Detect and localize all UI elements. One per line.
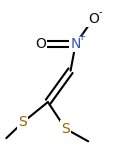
Text: +: + [78,32,87,42]
Text: S: S [61,122,70,136]
Text: S: S [18,115,27,130]
Text: O: O [35,37,46,51]
Text: O: O [88,12,99,26]
Text: -: - [98,7,102,17]
Text: N: N [70,37,81,51]
